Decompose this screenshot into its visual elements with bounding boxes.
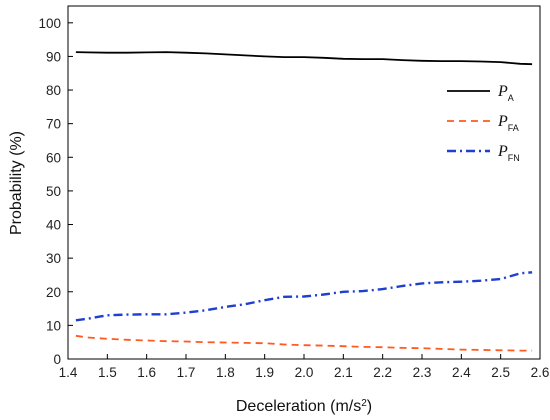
y-tick-label: 20 [46, 285, 61, 300]
x-tick-label: 1.9 [255, 365, 274, 380]
x-tick-label: 2.2 [373, 365, 392, 380]
series-line-fn [75, 271, 533, 322]
y-tick-label: 50 [46, 184, 61, 199]
axes-group: 1.4 1.5 1.6 1.7 1.8 1.9 2.0 2.1 2.2 2.3 2.4 2.5 2.6 0… [38, 5, 550, 380]
x-tick-label: 1.5 [98, 365, 117, 380]
legend-label-fn: PFN [497, 143, 520, 163]
series-line-fa [75, 334, 533, 352]
series-line-a [75, 51, 533, 66]
x-tick-label: 1.8 [216, 365, 235, 380]
y-tick-label: 80 [46, 83, 61, 98]
x-tick-label: 1.6 [137, 365, 156, 380]
series-lines [75, 51, 533, 352]
legend-label-fa: PFA [497, 113, 519, 133]
x-tick-label: 1.4 [59, 365, 78, 380]
x-tick-label: 2.3 [413, 365, 432, 380]
x-tick-label: 2.6 [531, 365, 550, 380]
y-tick-label: 100 [38, 16, 61, 31]
y-tick-label: 30 [46, 251, 61, 266]
x-tick-label: 2.4 [452, 365, 471, 380]
y-tick-label: 70 [46, 117, 61, 132]
y-tick-label: 0 [53, 352, 61, 367]
y-axis-title: Probability (%) [8, 131, 25, 235]
x-tick-label: 1.7 [177, 365, 196, 380]
x-tick-label: 2.0 [295, 365, 314, 380]
y-tick-label: 40 [46, 218, 61, 233]
x-tick-label: 2.5 [491, 365, 510, 380]
legend-label-a: PA [497, 83, 514, 103]
y-tick-label: 10 [46, 318, 61, 333]
plot-frame [67, 5, 541, 360]
legend: PA PFA PFN [447, 83, 520, 163]
x-tick-label: 2.1 [334, 365, 353, 380]
x-axis-title: Deceleration (m/s2) [236, 398, 372, 416]
y-tick-label: 60 [46, 150, 61, 165]
y-tick-label: 90 [46, 49, 61, 64]
